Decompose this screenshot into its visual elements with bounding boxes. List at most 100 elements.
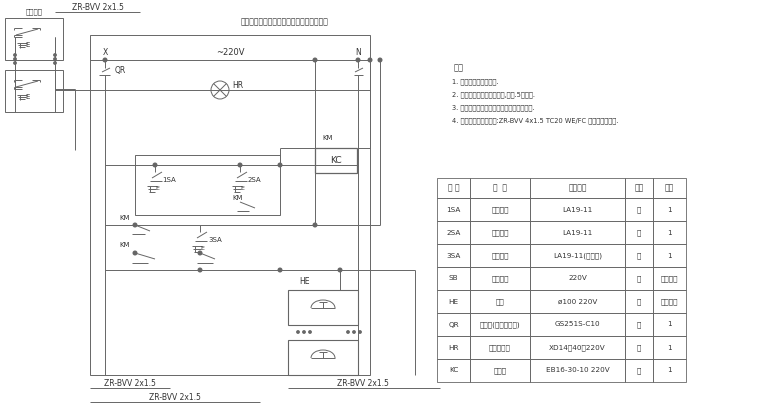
Text: ZR-BVV 2x1.5: ZR-BVV 2x1.5	[104, 379, 156, 388]
Text: 1SA: 1SA	[162, 177, 176, 183]
Bar	[530, 313, 625, 336]
Text: 数量: 数量	[665, 183, 674, 192]
Circle shape	[198, 268, 202, 272]
Text: 消音按键: 消音按键	[491, 252, 508, 259]
Bar	[530, 221, 625, 244]
Text: 消防按板: 消防按板	[26, 9, 43, 15]
Circle shape	[313, 223, 317, 227]
Text: 个: 个	[637, 229, 641, 236]
Text: 消防按组: 消防按组	[491, 275, 508, 282]
Bar	[437, 198, 470, 221]
Bar	[625, 359, 653, 382]
Text: 2SA: 2SA	[248, 177, 261, 183]
Text: 1: 1	[667, 206, 672, 212]
Bar	[530, 336, 625, 359]
Bar	[625, 336, 653, 359]
Bar	[653, 313, 686, 336]
Text: 个: 个	[637, 298, 641, 305]
Text: 个: 个	[637, 252, 641, 259]
Circle shape	[278, 163, 282, 167]
Text: 1: 1	[667, 252, 672, 259]
Text: 断路器(保温电保护): 断路器(保温电保护)	[480, 321, 521, 328]
Bar	[530, 267, 625, 290]
Bar	[470, 198, 530, 221]
Text: QR: QR	[448, 321, 459, 328]
Bar	[653, 290, 686, 313]
Circle shape	[14, 58, 16, 60]
Circle shape	[313, 58, 317, 62]
Bar	[470, 221, 530, 244]
Text: 1: 1	[667, 344, 672, 351]
Bar	[653, 336, 686, 359]
Text: 接触器: 接触器	[493, 367, 507, 374]
Bar	[288, 340, 358, 375]
Bar	[625, 178, 653, 198]
Bar	[625, 221, 653, 244]
Circle shape	[338, 268, 342, 272]
Circle shape	[54, 58, 56, 60]
Text: ZR-BVV 2x1.5: ZR-BVV 2x1.5	[337, 379, 389, 388]
Circle shape	[133, 251, 137, 255]
Circle shape	[309, 331, 311, 333]
Bar	[530, 290, 625, 313]
Text: 个: 个	[637, 344, 641, 351]
Circle shape	[154, 163, 157, 167]
Text: 警门、报废、检测）信号灯及控制门上安装: 警门、报废、检测）信号灯及控制门上安装	[241, 18, 329, 26]
Text: E: E	[25, 94, 30, 100]
Text: E: E	[240, 185, 244, 191]
Bar	[470, 267, 530, 290]
Bar	[530, 178, 625, 198]
Text: 名  称: 名 称	[493, 183, 507, 192]
Bar	[5, 70, 63, 112]
Bar	[470, 244, 530, 267]
Text: 个: 个	[637, 206, 641, 213]
Text: 3SA: 3SA	[446, 252, 461, 259]
Bar	[470, 178, 530, 198]
Text: 1: 1	[667, 367, 672, 374]
Bar	[625, 267, 653, 290]
Text: 4. 当枬及消防配线采用:ZR-BVV 4x1.5 TC20 WE/FC 标注消防舍弹法.: 4. 当枬及消防配线采用:ZR-BVV 4x1.5 TC20 WE/FC 标注消…	[452, 118, 619, 124]
Bar	[625, 244, 653, 267]
Circle shape	[347, 331, 349, 333]
Text: 备注: 备注	[454, 64, 464, 72]
Text: GS251S-C10: GS251S-C10	[555, 321, 600, 328]
Bar	[315, 148, 357, 173]
Circle shape	[278, 268, 282, 272]
Circle shape	[198, 251, 202, 255]
Text: N: N	[355, 48, 361, 56]
Bar	[135, 155, 280, 215]
Text: 符 号: 符 号	[448, 183, 459, 192]
Circle shape	[302, 331, 306, 333]
Text: ZR-BVV 2x1.5: ZR-BVV 2x1.5	[72, 2, 124, 12]
Text: LA19-11(自复位): LA19-11(自复位)	[553, 252, 602, 259]
Text: 个: 个	[637, 367, 641, 374]
Circle shape	[54, 54, 56, 56]
Circle shape	[378, 58, 382, 62]
Text: KC: KC	[330, 155, 342, 164]
Text: 型号规格: 型号规格	[568, 183, 587, 192]
Text: ~220V: ~220V	[216, 48, 244, 56]
Bar	[625, 313, 653, 336]
Circle shape	[103, 58, 107, 62]
Text: ø100 220V: ø100 220V	[558, 298, 597, 305]
Text: HE: HE	[448, 298, 458, 305]
Text: 1: 1	[667, 321, 672, 328]
Text: E: E	[200, 245, 204, 250]
Circle shape	[353, 331, 355, 333]
Text: X: X	[103, 48, 108, 56]
Circle shape	[54, 62, 56, 64]
Text: 警铃: 警铃	[496, 298, 505, 305]
Bar	[530, 244, 625, 267]
Bar	[653, 198, 686, 221]
Bar	[653, 359, 686, 382]
Bar	[625, 198, 653, 221]
Bar	[653, 267, 686, 290]
Text: 个: 个	[637, 321, 641, 328]
Text: 220V: 220V	[568, 275, 587, 282]
Bar	[470, 359, 530, 382]
Bar	[653, 244, 686, 267]
Bar	[288, 290, 358, 325]
Text: HE: HE	[299, 277, 310, 286]
Bar	[437, 244, 470, 267]
Text: SB: SB	[448, 275, 458, 282]
